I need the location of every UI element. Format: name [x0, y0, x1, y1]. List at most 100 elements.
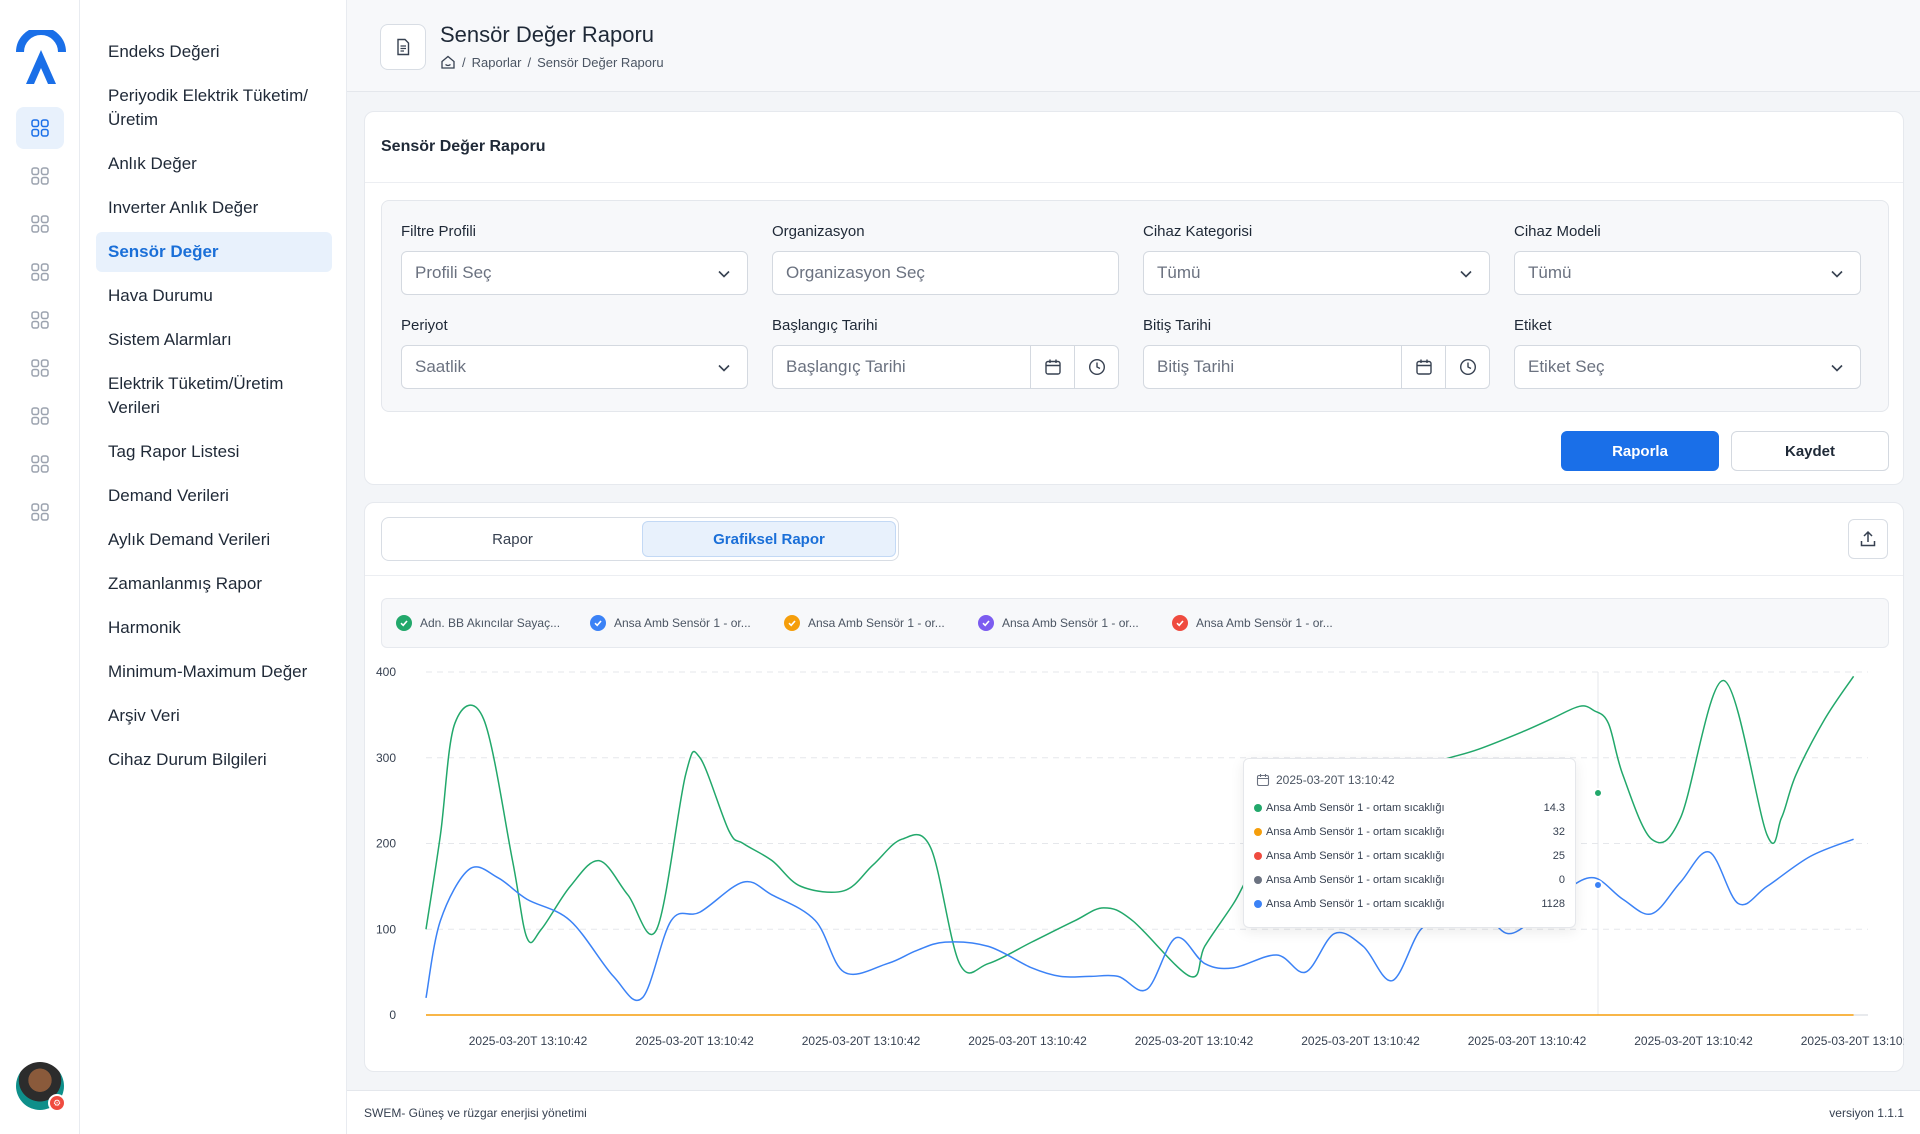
chevron-down-icon [1831, 270, 1843, 278]
hover-point [1593, 880, 1603, 890]
series-dot-icon [1254, 804, 1262, 812]
report-button[interactable]: Raporla [1561, 431, 1719, 471]
nav-item-zamanlanmis-rapor[interactable]: Zamanlanmış Rapor [108, 574, 263, 593]
device-category-label: Cihaz Kategorisi [1143, 223, 1253, 240]
start-time-clock-icon[interactable] [1074, 346, 1118, 388]
report-nav-panel: Endeks Değeri Periyodik Elektrik Tüketim… [80, 0, 347, 1134]
nav-item-hava-durumu[interactable]: Hava Durumu [108, 286, 213, 305]
tag-select[interactable]: Etiket Seç [1514, 345, 1861, 389]
tooltip-row: Ansa Amb Sensör 1 - ortam sıcaklığı 0 [1254, 874, 1565, 886]
nav-item-minimum-maximum[interactable]: Minimum-Maximum Değer [108, 662, 308, 681]
chevron-down-icon [1831, 364, 1843, 372]
check-circle-icon [784, 615, 800, 631]
x-tick-label: 2025-03-20T 13:10:42 [1468, 1034, 1587, 1048]
device-category-select[interactable]: Tümü [1143, 251, 1490, 295]
save-button[interactable]: Kaydet [1731, 431, 1889, 471]
rail-module-icon[interactable] [16, 155, 64, 197]
tab-rapor[interactable]: Rapor [492, 530, 533, 548]
report-tabs: Rapor Grafiksel Rapor [381, 517, 899, 561]
legend-item[interactable]: Ansa Amb Sensör 1 - or... [1172, 615, 1333, 631]
legend-item[interactable]: Adn. BB Akıncılar Sayaç... [396, 615, 560, 631]
footer-brand: SWEM- Güneş ve rüzgar enerjisi yönetimi [364, 1106, 587, 1120]
nav-item-sistem-alarmlari[interactable]: Sistem Alarmları [108, 330, 232, 349]
legend-item[interactable]: Ansa Amb Sensör 1 - or... [590, 615, 751, 631]
calendar-icon [1256, 774, 1270, 787]
tooltip-row: Ansa Amb Sensör 1 - ortam sıcaklığı 32 [1254, 826, 1565, 838]
rail-module-icon[interactable] [16, 443, 64, 485]
page-title: Sensör Değer Raporu [440, 22, 655, 47]
nav-item-harmonik[interactable]: Harmonik [108, 618, 181, 637]
nav-item-anlik-deger[interactable]: Anlık Değer [108, 154, 197, 173]
x-tick-label: 2025-03-20T 13:10:42 [1135, 1034, 1254, 1048]
end-time-clock-icon[interactable] [1445, 346, 1489, 388]
check-circle-icon [590, 615, 606, 631]
footer-version: versiyon 1.1.1 [1829, 1106, 1904, 1120]
y-tick-label: 100 [376, 922, 396, 936]
nav-item-tag-rapor-listesi[interactable]: Tag Rapor Listesi [108, 442, 240, 461]
filter-card: Sensör Değer Raporu Filtre Profili Profi… [364, 111, 1904, 485]
end-date-label: Bitiş Tarihi [1143, 317, 1212, 334]
filter-card-title: Sensör Değer Raporu [381, 138, 546, 155]
chart-tooltip: 2025-03-20T 13:10:42 Ansa Amb Sensör 1 -… [1243, 758, 1576, 928]
home-icon[interactable] [440, 54, 456, 70]
series-line [425, 838, 1854, 1001]
nav-item-arsiv-veri[interactable]: Arşiv Veri [108, 706, 180, 725]
divider [365, 182, 1903, 183]
export-upload-icon[interactable] [1848, 519, 1888, 559]
page-footer: SWEM- Güneş ve rüzgar enerjisi yönetimi … [347, 1090, 1920, 1134]
tab-grafiksel-rapor[interactable]: Grafiksel Rapor [642, 521, 896, 557]
end-date-input[interactable]: Bitiş Tarihi [1143, 345, 1490, 389]
nav-item-demand-verileri[interactable]: Demand Verileri [108, 486, 229, 505]
nav-item-sensor-deger[interactable]: Sensör Değer [96, 232, 332, 272]
check-circle-icon [1172, 615, 1188, 631]
check-circle-icon [396, 615, 412, 631]
nav-item-cihaz-durum-bilgileri[interactable]: Cihaz Durum Bilgileri [108, 750, 267, 769]
x-tick-label: 2025-03-20T 13:10:42 [1634, 1034, 1753, 1048]
rail-module-icon[interactable] [16, 395, 64, 437]
notification-badge-icon: ⚙ [48, 1094, 66, 1112]
rail-module-icon[interactable] [16, 347, 64, 389]
series-line [425, 675, 1855, 978]
end-date-calendar-icon[interactable] [1401, 346, 1445, 388]
tooltip-row: Ansa Amb Sensör 1 - ortam sıcaklığı 25 [1254, 850, 1565, 862]
rail-module-icon[interactable] [16, 491, 64, 533]
chevron-down-icon [718, 270, 730, 278]
start-date-input[interactable]: Başlangıç Tarihi [772, 345, 1119, 389]
nav-item-aylik-demand[interactable]: Aylık Demand Verileri [108, 530, 271, 549]
page-header: Sensör Değer Raporu / Raporlar / Sensör … [347, 0, 1920, 92]
period-label: Periyot [401, 317, 448, 334]
report-document-icon [380, 24, 426, 70]
nav-item-endeks-degeri[interactable]: Endeks Değeri [108, 42, 220, 61]
organization-input[interactable]: Organizasyon Seç [772, 251, 1119, 295]
rail-module-icon[interactable] [16, 203, 64, 245]
nav-item-periyodik-elektrik[interactable]: Periyodik Elektrik Tüketim/ Üretim [108, 86, 308, 129]
nav-item-inverter-anlik-deger[interactable]: Inverter Anlık Değer [108, 198, 259, 217]
device-model-select[interactable]: Tümü [1514, 251, 1861, 295]
rail-dashboard-icon[interactable] [16, 107, 64, 149]
x-tick-label: 2025-03-20T 13:10:42 [968, 1034, 1087, 1048]
breadcrumb-raporlar[interactable]: Raporlar [471, 54, 522, 70]
chart-card: Rapor Grafiksel Rapor Adn. BB Akıncılar … [364, 502, 1904, 1072]
period-select[interactable]: Saatlik [401, 345, 748, 389]
y-tick-label: 300 [376, 751, 396, 765]
filter-panel: Filtre Profili Profili Seç Organizasyon … [381, 200, 1889, 412]
filter-profile-select[interactable]: Profili Seç [401, 251, 748, 295]
legend-item[interactable]: Ansa Amb Sensör 1 - or... [978, 615, 1139, 631]
breadcrumb-current: Sensör Değer Raporu [537, 54, 664, 70]
organization-label: Organizasyon [772, 223, 865, 240]
series-dot-icon [1254, 828, 1262, 836]
user-avatar[interactable]: ⚙ [16, 1062, 66, 1112]
start-date-calendar-icon[interactable] [1030, 346, 1074, 388]
app-logo[interactable] [16, 30, 66, 86]
x-tick-label: 2025-03-20T 13:10:42 [1301, 1034, 1420, 1048]
hover-point [1593, 788, 1603, 798]
chart-legend: Adn. BB Akıncılar Sayaç... Ansa Amb Sens… [381, 598, 1889, 648]
nav-item-elektrik-tuketim-uretim[interactable]: Elektrik Tüketim/Üretim Verileri [108, 374, 284, 417]
series-dot-icon [1254, 900, 1262, 908]
x-tick-label: 2025-03-20T 13:10:42 [802, 1034, 921, 1048]
rail-module-icon[interactable] [16, 251, 64, 293]
device-model-label: Cihaz Modeli [1514, 223, 1601, 240]
legend-item[interactable]: Ansa Amb Sensör 1 - or... [784, 615, 945, 631]
rail-module-icon[interactable] [16, 299, 64, 341]
